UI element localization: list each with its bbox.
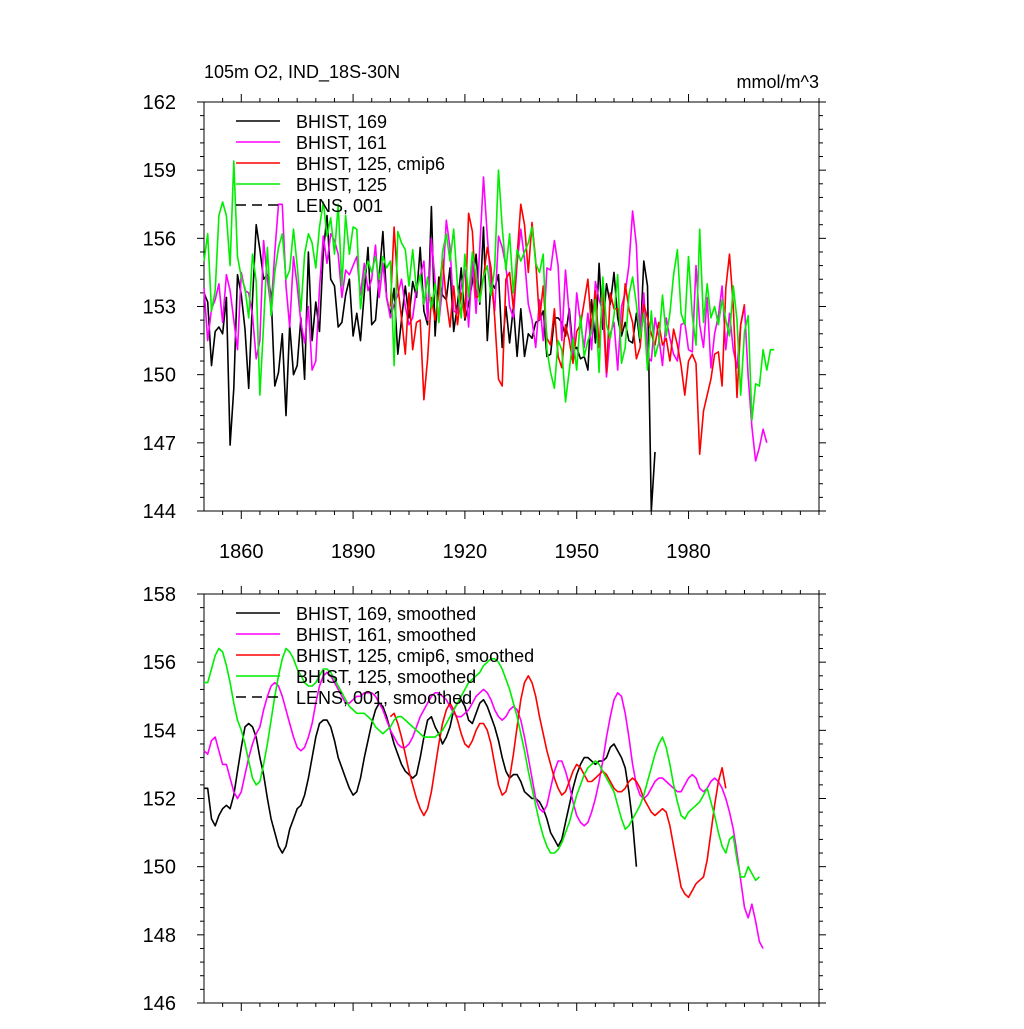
legend-label-1: BHIST, 161 [296, 133, 387, 153]
x-tick-label: 1950 [554, 541, 599, 563]
legend-label-0: BHIST, 169 [296, 112, 387, 132]
legend-label-4: LENS, 001, smoothed [296, 688, 472, 708]
y-tick-label: 148 [143, 925, 176, 947]
y-tick-label: 150 [143, 857, 176, 879]
units-label: mmol/m^3 [737, 72, 819, 92]
y-tick-label: 156 [143, 652, 176, 674]
y-tick-label: 156 [143, 228, 176, 250]
chart-title: 105m O2, IND_18S-30N [204, 62, 400, 83]
panel-top: 144 147 150 153 156 159 162 1860 1890 1920 1950 198… [143, 62, 826, 563]
y-tick-label: 162 [143, 92, 176, 114]
y-tick-label: 147 [143, 433, 176, 455]
series-line-3 [203, 160, 775, 421]
y-tick-label: 144 [143, 501, 176, 523]
series-line-1 [203, 671, 764, 949]
y-tick-label: 150 [143, 365, 176, 387]
series-line-0 [204, 698, 638, 867]
legend-label-2: BHIST, 125, cmip6 [296, 154, 445, 174]
legend-label-3: BHIST, 125, smoothed [296, 667, 476, 687]
series-line-2 [389, 674, 727, 899]
y-tick-label: 146 [143, 993, 176, 1015]
series-line-2 [389, 203, 746, 456]
legend-label-3: BHIST, 125 [296, 175, 387, 195]
x-tick-label: 1890 [331, 541, 376, 563]
y-tick-label: 159 [143, 160, 176, 182]
x-tick-label: 1980 [666, 541, 711, 563]
legend-label-2: BHIST, 125, cmip6, smoothed [296, 646, 534, 666]
series-line-3 [204, 647, 760, 882]
x-tick-label: 1860 [219, 541, 264, 563]
legend-label-4: LENS, 001 [296, 196, 383, 216]
y-tick-label: 154 [143, 720, 176, 742]
y-tick-label: 158 [143, 584, 176, 606]
panel-bottom: 146 148 150 152 154 156 158 BHIST, 169, smoothe… [143, 584, 826, 1015]
legend-label-1: BHIST, 161, smoothed [296, 625, 476, 645]
y-tick-label: 152 [143, 789, 176, 811]
series-line-1 [203, 176, 768, 462]
y-tick-label: 153 [143, 297, 176, 319]
legend-label-0: BHIST, 169, smoothed [296, 604, 476, 624]
x-tick-label: 1920 [443, 541, 488, 563]
